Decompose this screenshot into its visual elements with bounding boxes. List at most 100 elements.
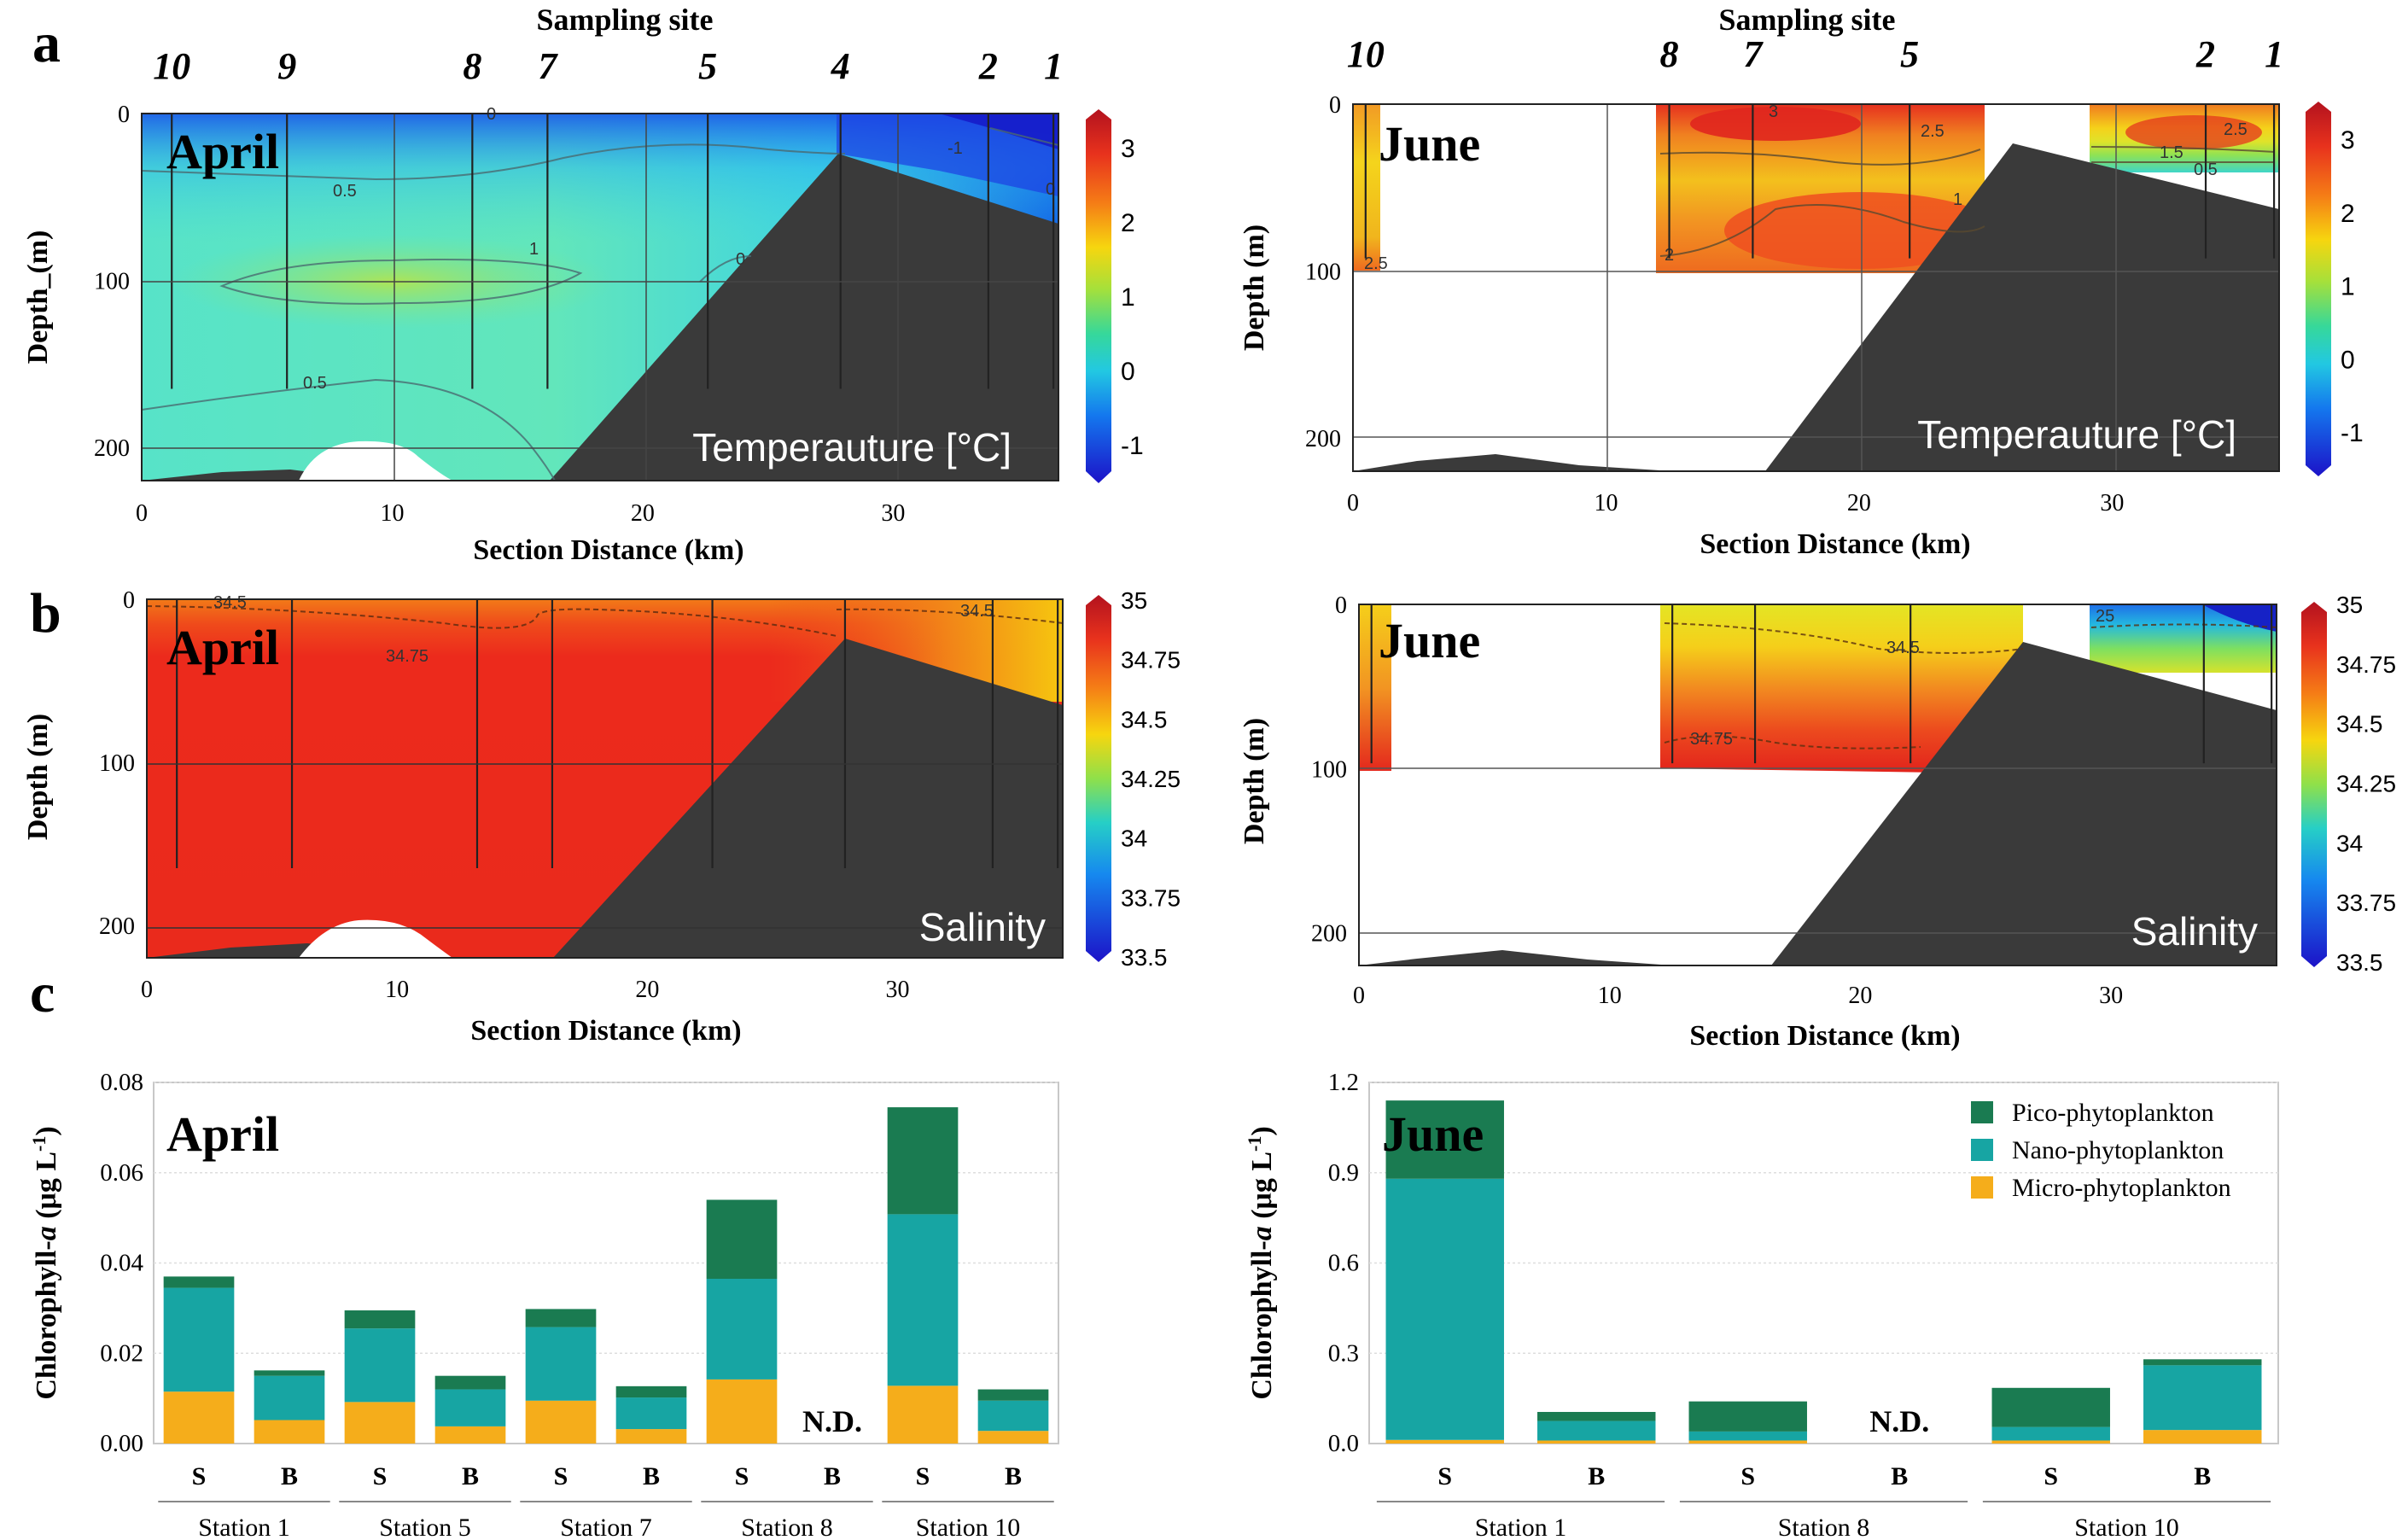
bar-segment-nano-phytoplankton [434, 1389, 506, 1426]
legend-label: Micro-phytoplankton [2012, 1174, 2231, 1202]
y-tick-label: 0.08 [100, 1069, 143, 1096]
bar-segment-nano-phytoplankton [525, 1327, 597, 1401]
colorbar-tick-label: 1 [2341, 273, 2355, 301]
category-label: S [373, 1462, 388, 1490]
bar-segment-pico-phytoplankton [1991, 1387, 2110, 1427]
y-axis-label-part: a [31, 1226, 62, 1240]
x-tick-label: 10 [380, 500, 404, 527]
contour-label: 2.5 [1364, 254, 1388, 273]
colorbar-tick-label: 33.75 [1121, 884, 1181, 911]
bar-segment-micro-phytoplankton [1385, 1439, 1504, 1444]
category-label: B [462, 1462, 479, 1490]
bar-segment-micro-phytoplankton [254, 1420, 325, 1444]
site-label: 2 [2195, 33, 2215, 75]
colorbar-tick-label: 34 [1121, 825, 1147, 852]
bar-segment-nano-phytoplankton [2143, 1365, 2262, 1431]
bar-segment-pico-phytoplankton [1385, 1100, 1504, 1179]
bar-segment-micro-phytoplankton [525, 1400, 597, 1444]
y-axis-label-part: -1 [28, 1136, 50, 1152]
bar-segment-pico-phytoplankton [2143, 1359, 2262, 1366]
colorbar-tick-label: 0 [2341, 346, 2355, 374]
bar-segment-nano-phytoplankton [1537, 1420, 1656, 1441]
colorbar-tick-label: 1 [1121, 283, 1135, 312]
bar-segment-nano-phytoplankton [1688, 1431, 1807, 1441]
site-label: 5 [1900, 33, 1919, 75]
seafloor-ridge [1353, 454, 1673, 471]
colorbar-tick-label: 33.5 [1121, 944, 1168, 971]
category-label: B [824, 1462, 841, 1490]
seafloor-terrain [550, 154, 1058, 481]
bar-segment-micro-phytoplankton [887, 1385, 959, 1444]
colorbar-tick-label: 35 [1121, 587, 1147, 614]
ylabel-b-april: Depth (m) [22, 714, 54, 840]
bar-segment-micro-phytoplankton [1688, 1440, 1807, 1444]
site-label: 10 [153, 45, 190, 87]
y-tick-label: 0 [1329, 92, 1341, 119]
bar-segment-nano-phytoplankton [615, 1397, 687, 1430]
y-tick-label: 0.6 [1328, 1250, 1359, 1277]
y-tick-label: 200 [94, 435, 130, 462]
y-tick-label: 100 [1311, 756, 1347, 783]
bar-segment-pico-phytoplankton [1688, 1401, 1807, 1432]
bar-segment-micro-phytoplankton [706, 1379, 778, 1444]
y-tick-label: 0.04 [100, 1250, 143, 1277]
data-gap [299, 919, 452, 958]
colorbar-tick-label: 2 [2341, 200, 2355, 228]
colorbar-tick-label: 33.75 [2336, 890, 2396, 916]
legend-label: Pico-phytoplankton [2012, 1099, 2214, 1127]
bar-segment-pico-phytoplankton [344, 1310, 416, 1329]
bar-segment-nano-phytoplankton [706, 1279, 778, 1380]
seafloor-ridge [1359, 950, 1673, 965]
bar-segment-micro-phytoplankton [1537, 1440, 1656, 1444]
colorbar-caption-temp-april: Temperauture [°C] [692, 425, 1012, 470]
plot-area [1368, 1082, 2279, 1444]
month-label-a-april: April [166, 124, 279, 179]
bar-segment-nano-phytoplankton [887, 1214, 959, 1386]
contour-label: 0 [736, 250, 745, 269]
x-tick-label: 20 [635, 977, 659, 1003]
bar-segment-pico-phytoplankton [977, 1389, 1049, 1401]
chart-title: June [1382, 1106, 1484, 1162]
contour-label: 25 [2096, 607, 2114, 626]
colorbar-caption-temp-june: Temperauture [°C] [1917, 412, 2236, 457]
panel-letter-b: b [30, 582, 61, 645]
site-label: 7 [538, 45, 558, 87]
colorbar-tick-label: 0 [1121, 358, 1135, 386]
y-axis-label-part: (μg L [31, 1152, 62, 1226]
station-label: Station 8 [741, 1514, 833, 1540]
bar-segment-pico-phytoplankton [525, 1309, 597, 1327]
site-axis-title-june: Sampling site [1718, 3, 1895, 37]
ylabel-a-april: Depth_(m) [22, 230, 54, 365]
x-tick-label: 0 [1353, 983, 1365, 1009]
y-tick-label: 0 [118, 102, 130, 128]
site-label: 1 [1044, 45, 1063, 87]
y-axis-label-part: a [1246, 1226, 1278, 1240]
xlabel-a-april: Section Distance (km) [473, 534, 743, 566]
station-label: Station 8 [1778, 1514, 1870, 1540]
colorbar-tick-label: 34 [2336, 830, 2363, 856]
month-label-a-june: June [1379, 116, 1480, 172]
y-tick-label: 1.2 [1328, 1069, 1359, 1096]
y-axis-label-part: (μg L [1246, 1152, 1278, 1226]
y-axis-label-part: ) [1246, 1126, 1278, 1135]
colorbar-tick-label: 3 [1121, 135, 1135, 163]
bar-segment-nano-phytoplankton [1991, 1426, 2110, 1441]
colorbar-tick-label: 34.5 [1121, 706, 1168, 732]
y-tick-label: 100 [94, 268, 130, 295]
site-label: 8 [463, 45, 481, 87]
y-axis-label-part: -1 [1244, 1136, 1265, 1152]
category-label: B [2194, 1462, 2211, 1490]
y-tick-label: 0 [123, 587, 135, 614]
colorbar-tick-label: 34.75 [1121, 647, 1181, 674]
y-tick-label: 0.02 [100, 1339, 143, 1367]
legend-swatch [1971, 1139, 1993, 1161]
data-gap [299, 440, 452, 481]
site-label: 5 [698, 45, 717, 87]
bar-segment-pico-phytoplankton [1537, 1411, 1656, 1421]
y-tick-label: 0.06 [100, 1159, 143, 1187]
bar-segment-pico-phytoplankton [887, 1107, 959, 1215]
x-tick-label: 30 [2099, 983, 2123, 1009]
bar-segment-nano-phytoplankton [163, 1287, 235, 1392]
legend-swatch [1971, 1176, 1993, 1199]
ylabel-a-june: Depth (m) [1239, 225, 1270, 351]
